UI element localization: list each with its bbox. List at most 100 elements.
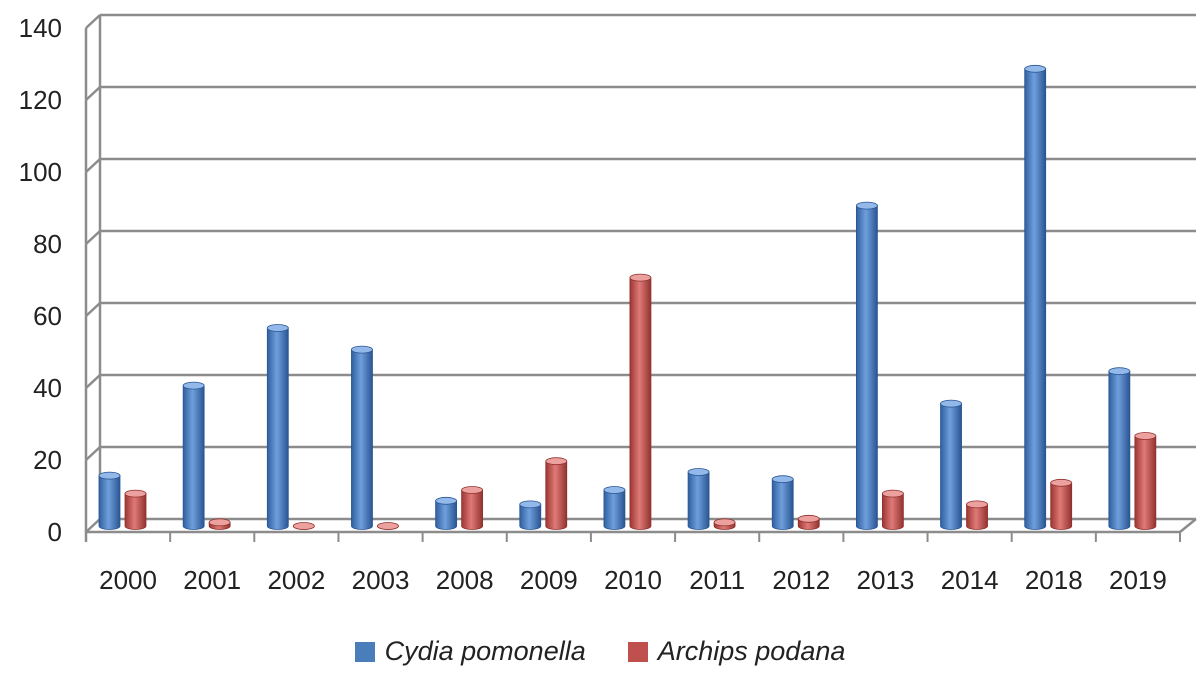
bar-cap [351, 345, 373, 354]
bar-body [687, 471, 710, 530]
x-tick-label: 2013 [857, 565, 915, 595]
bar [208, 518, 231, 530]
bar-body [1134, 435, 1157, 530]
x-tick-label: 2008 [436, 565, 494, 595]
bar-body [124, 493, 147, 530]
bar-cap [435, 496, 458, 505]
bar-cap [1134, 432, 1157, 440]
gridline-depth [85, 86, 101, 101]
bar [1134, 432, 1157, 530]
bar [1024, 64, 1047, 530]
bar-body [1050, 482, 1073, 530]
bar-cap [966, 500, 988, 509]
bar-cap [377, 522, 399, 530]
bar-body [435, 500, 458, 530]
y-tick-label: 140 [19, 13, 62, 43]
legend-swatch-series-1 [354, 641, 375, 662]
bar [98, 471, 121, 530]
x-tick-label: 2011 [689, 565, 745, 595]
bar-cap [545, 457, 568, 466]
bar-cap [519, 500, 542, 509]
bar-body [182, 385, 205, 530]
bar-body [881, 493, 904, 530]
bar-cap [124, 489, 147, 498]
gridline-depth [85, 302, 101, 317]
bar [771, 475, 794, 530]
bar [855, 201, 878, 530]
y-tick-label: 120 [19, 85, 62, 115]
bar-cap [182, 381, 205, 390]
bar-body [351, 349, 373, 530]
bar-cap [713, 518, 736, 527]
bar-cap [1050, 478, 1073, 487]
bar [1108, 367, 1131, 530]
bar-cap [208, 518, 231, 527]
legend-label-series-2: Archips podana [657, 636, 846, 666]
bar-body [771, 478, 794, 530]
y-tick-label: 100 [19, 157, 62, 187]
bar-cap [1024, 64, 1047, 73]
bar [351, 345, 373, 530]
gridline-depth [85, 446, 101, 461]
y-tick-label: 40 [33, 373, 62, 403]
bar [1050, 478, 1073, 530]
bar [797, 514, 820, 530]
bar-cap [461, 486, 484, 494]
bar-cap [629, 273, 652, 282]
x-tick-label: 2018 [1025, 565, 1083, 595]
bar-cap [797, 514, 820, 523]
x-tick-label: 2002 [267, 565, 325, 595]
bar-cap [1108, 367, 1131, 376]
bar-cap [98, 471, 121, 480]
bar-body [855, 205, 878, 530]
bar [435, 496, 458, 530]
legend-label-series-1: Cydia pomonella [384, 636, 586, 666]
bar-cap [940, 399, 962, 408]
bar-body [461, 489, 484, 530]
bar [713, 518, 736, 530]
bar-body [1108, 370, 1131, 530]
gridline-depth [85, 518, 101, 533]
y-tick-label: 20 [33, 445, 62, 475]
bar [182, 381, 205, 530]
bar-cap [603, 486, 626, 494]
floor-edge [1179, 518, 1197, 533]
bar [629, 273, 652, 530]
gridline-depth [85, 14, 101, 29]
legend-item-series-2: Archips podana [627, 636, 846, 667]
bar-body [266, 327, 289, 530]
bar [519, 500, 542, 530]
bar [687, 468, 710, 530]
bar-cap [266, 324, 289, 332]
bar [881, 489, 904, 530]
gridline-depth [85, 374, 101, 389]
bar-body [98, 475, 121, 530]
bar-body [519, 504, 542, 530]
bar [124, 489, 147, 530]
x-tick-label: 2010 [604, 565, 662, 595]
bar-body [545, 460, 568, 530]
x-tick-label: 2012 [772, 565, 830, 595]
x-tick-label: 2019 [1109, 565, 1167, 595]
bar-cap [687, 468, 710, 476]
x-tick-label: 2003 [352, 565, 410, 595]
bar [966, 500, 988, 530]
y-tick-label: 80 [33, 229, 62, 259]
bar-body [940, 403, 962, 530]
bar-cap [855, 201, 878, 210]
bar-cap [292, 522, 315, 530]
bar-body [966, 504, 988, 530]
x-tick-label: 2001 [183, 565, 241, 595]
bar-body [603, 489, 626, 530]
bar [603, 486, 626, 530]
bar [545, 457, 568, 530]
legend: Cydia pomonella Archips podana [0, 636, 1200, 667]
legend-item-series-1: Cydia pomonella [354, 636, 586, 667]
chart-plot: 0 20 40 60 80 100 120 140 2000 2001 2002 2003 2008 20… [19, 13, 1197, 595]
bar [266, 324, 289, 530]
gridline-depth [85, 230, 101, 245]
bar-body [629, 277, 652, 530]
x-tick-label: 2009 [520, 565, 578, 595]
gridline-depth [85, 158, 101, 173]
